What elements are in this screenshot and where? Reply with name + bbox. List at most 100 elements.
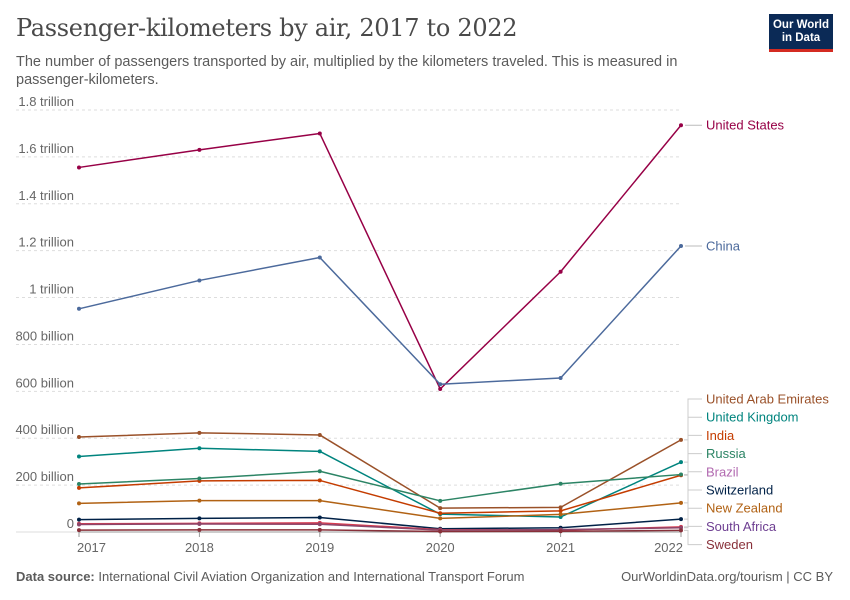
x-tick-label: 2021 bbox=[546, 540, 575, 555]
data-point[interactable] bbox=[679, 517, 683, 522]
data-point[interactable] bbox=[197, 278, 202, 283]
data-point[interactable] bbox=[77, 454, 81, 459]
series-line[interactable] bbox=[78, 245, 682, 386]
data-point[interactable] bbox=[77, 485, 81, 490]
chart-title: Passenger-kilometers by air, 2017 to 202… bbox=[16, 14, 518, 42]
chart-subtitle: The number of passengers transported by … bbox=[16, 54, 678, 88]
data-point[interactable] bbox=[197, 498, 202, 503]
data-point[interactable] bbox=[77, 501, 81, 506]
series-line[interactable] bbox=[78, 432, 682, 509]
data-point[interactable] bbox=[558, 505, 563, 510]
data-point[interactable] bbox=[558, 481, 563, 486]
series-line[interactable] bbox=[78, 499, 682, 520]
data-point[interactable] bbox=[317, 527, 322, 532]
data-point[interactable] bbox=[438, 511, 443, 516]
data-point[interactable] bbox=[679, 528, 683, 533]
y-tick-label: 1.8 trillion bbox=[18, 94, 74, 109]
data-point[interactable] bbox=[317, 469, 322, 474]
series-label[interactable]: Brazil bbox=[706, 464, 739, 479]
data-point[interactable] bbox=[317, 498, 322, 503]
data-point[interactable] bbox=[317, 131, 322, 136]
data-point[interactable] bbox=[438, 498, 443, 503]
data-point[interactable] bbox=[438, 516, 443, 521]
series-line[interactable] bbox=[78, 529, 682, 533]
data-point[interactable] bbox=[317, 515, 322, 520]
series-label[interactable]: New Zealand bbox=[706, 501, 783, 516]
data-point[interactable] bbox=[197, 522, 202, 527]
data-point[interactable] bbox=[77, 522, 81, 527]
y-tick-label: 400 billion bbox=[15, 422, 74, 437]
line-chart: 0 200 billion 400 billion 600 billion 800 bi… bbox=[15, 94, 829, 555]
data-point[interactable] bbox=[197, 446, 202, 451]
series-line[interactable] bbox=[78, 516, 682, 530]
label-connector bbox=[684, 471, 702, 504]
series-label[interactable]: Switzerland bbox=[706, 483, 773, 498]
x-tick-label: 2017 bbox=[77, 540, 106, 555]
data-point[interactable] bbox=[679, 123, 683, 128]
y-tick-label: 1.4 trillion bbox=[18, 188, 74, 203]
series-label[interactable]: Russia bbox=[706, 446, 747, 461]
series-lines bbox=[77, 123, 683, 534]
series-line[interactable] bbox=[78, 523, 682, 531]
series-line[interactable] bbox=[78, 124, 682, 390]
series-label[interactable]: Sweden bbox=[706, 537, 753, 552]
source-text[interactable]: International Civil Aviation Organizatio… bbox=[98, 569, 525, 584]
data-point[interactable] bbox=[197, 516, 202, 521]
data-point[interactable] bbox=[438, 382, 443, 387]
data-point[interactable] bbox=[197, 527, 202, 532]
y-tick-label: 0 bbox=[67, 516, 74, 531]
data-point[interactable] bbox=[679, 243, 683, 248]
y-tick-label: 1.2 trillion bbox=[18, 235, 74, 250]
series-label[interactable]: India bbox=[706, 428, 735, 443]
logo-line-2: in Data bbox=[781, 32, 821, 44]
y-tick-label: 1 trillion bbox=[29, 282, 74, 297]
series-label[interactable]: United States bbox=[706, 118, 785, 133]
data-point[interactable] bbox=[317, 522, 322, 527]
data-point[interactable] bbox=[77, 165, 81, 170]
data-point[interactable] bbox=[558, 529, 563, 534]
gridlines bbox=[16, 109, 681, 533]
data-point[interactable] bbox=[317, 478, 322, 483]
data-point[interactable] bbox=[679, 460, 683, 465]
label-connector bbox=[684, 489, 702, 520]
data-point[interactable] bbox=[558, 512, 563, 517]
data-point[interactable] bbox=[438, 386, 443, 391]
label-connector bbox=[684, 529, 702, 546]
label-connector bbox=[684, 525, 702, 529]
data-point[interactable] bbox=[558, 375, 563, 380]
data-point[interactable] bbox=[438, 529, 443, 534]
series-line[interactable] bbox=[78, 447, 682, 518]
series-label[interactable]: China bbox=[706, 238, 741, 253]
data-point[interactable] bbox=[679, 437, 683, 442]
data-point[interactable] bbox=[438, 506, 443, 511]
data-point[interactable] bbox=[77, 481, 81, 486]
data-point[interactable] bbox=[77, 306, 81, 311]
owid-logo[interactable]: Our World in Data bbox=[769, 14, 833, 52]
data-point[interactable] bbox=[317, 432, 322, 437]
series-line[interactable] bbox=[78, 470, 682, 502]
data-point[interactable] bbox=[679, 500, 683, 505]
footer-license[interactable]: OurWorldinData.org/tourism | CC BY bbox=[621, 569, 833, 584]
series-label[interactable]: South Africa bbox=[706, 519, 777, 534]
series-line[interactable] bbox=[78, 474, 682, 514]
data-point[interactable] bbox=[197, 430, 202, 435]
series-label[interactable]: United Arab Emirates bbox=[706, 392, 829, 407]
x-axis: 2017 2018 2019 2020 2021 2022 bbox=[77, 531, 683, 555]
y-tick-label: 800 billion bbox=[15, 328, 74, 343]
footer-source: Data source: International Civil Aviatio… bbox=[16, 569, 524, 584]
series-label[interactable]: United Kingdom bbox=[706, 410, 799, 425]
logo-line-1: Our World bbox=[772, 19, 829, 31]
data-point[interactable] bbox=[558, 269, 563, 274]
data-point[interactable] bbox=[317, 449, 322, 454]
source-label: Data source: bbox=[16, 569, 95, 584]
x-tick-label: 2018 bbox=[185, 540, 214, 555]
data-point[interactable] bbox=[558, 508, 563, 513]
data-point[interactable] bbox=[679, 472, 683, 477]
data-point[interactable] bbox=[77, 435, 81, 440]
data-point[interactable] bbox=[77, 517, 81, 522]
data-point[interactable] bbox=[77, 528, 81, 533]
y-tick-label: 600 billion bbox=[15, 375, 74, 390]
data-point[interactable] bbox=[197, 476, 202, 481]
data-point[interactable] bbox=[317, 255, 322, 260]
data-point[interactable] bbox=[197, 147, 202, 152]
